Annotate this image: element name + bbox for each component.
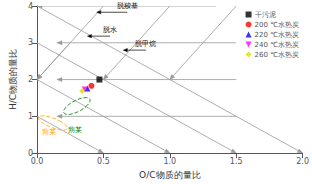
svg-text:0.5: 0.5 [97,157,110,166]
svg-text:3: 3 [28,38,33,47]
svg-text:2.0: 2.0 [296,157,309,166]
svg-text:1: 1 [28,112,33,121]
svg-text:200 ℃水热炭: 200 ℃水热炭 [255,21,299,29]
svg-text:1.0: 1.0 [163,157,176,166]
svg-text:220 ℃水热炭: 220 ℃水热炭 [255,31,299,39]
svg-text:蒴某: 蒴某 [68,126,82,134]
svg-text:脱甲烷: 脱甲烷 [135,40,156,48]
svg-text:260 ℃水热炭: 260 ℃水热炭 [255,51,299,59]
svg-text:4: 4 [28,2,33,11]
svg-text:1.5: 1.5 [230,157,243,166]
svg-text:0: 0 [27,148,33,158]
svg-text:O/C物质的量比: O/C物质的量比 [139,170,200,180]
svg-text:0.0: 0.0 [31,157,44,166]
svg-text:蒴某: 蒴某 [42,128,56,136]
svg-text:240 ℃水热炭: 240 ℃水热炭 [255,41,299,49]
svg-text:2: 2 [28,75,33,84]
svg-text:H/C物质的量比: H/C物质的量比 [8,49,18,110]
svg-text:脱羧基: 脱羧基 [117,2,138,10]
svg-text:干污泥: 干污泥 [255,11,276,19]
svg-text:脱水: 脱水 [103,26,117,34]
